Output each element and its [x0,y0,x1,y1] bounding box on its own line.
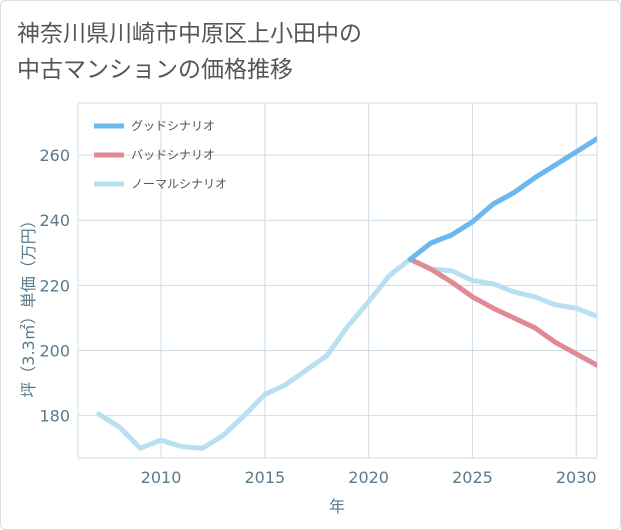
chart-title-line-1: 神奈川県川崎市中原区上小田中の [17,21,362,47]
chart-title: 神奈川県川崎市中原区上小田中の 中古マンションの価格推移 [17,16,577,88]
y-tick-label-200: 200 [39,342,70,361]
axes: 2010 2015 2020 2025 2030 180 200 220 240 260 [39,146,596,487]
chart-title-line-2: 中古マンションの価格推移 [17,57,293,83]
series-line-good [407,136,597,262]
y-tick-label-180: 180 [39,407,70,426]
legend-label-normal: ノーマルシナリオ [131,177,227,191]
series [96,136,597,451]
x-axis-label: 年 [329,497,345,516]
plot-border [77,102,598,459]
y-tick-label-260: 260 [39,146,70,165]
series-line-normal [96,256,597,451]
y-tick-label-240: 240 [39,211,70,230]
x-tick-label-2015: 2015 [244,468,285,487]
x-tick-label-2025: 2025 [452,468,493,487]
x-tick-label-2030: 2030 [556,468,597,487]
legend-label-good: グッドシナリオ [131,119,215,133]
legend-label-bad: バッドシナリオ [131,148,215,162]
y-axis-label: 坪（3.3㎡）単価（万円） [19,212,38,397]
x-tick-label-2010: 2010 [141,468,182,487]
series-line-bad [407,256,597,368]
y-tick-label-220: 220 [39,276,70,295]
x-tick-label-2020: 2020 [348,468,389,487]
